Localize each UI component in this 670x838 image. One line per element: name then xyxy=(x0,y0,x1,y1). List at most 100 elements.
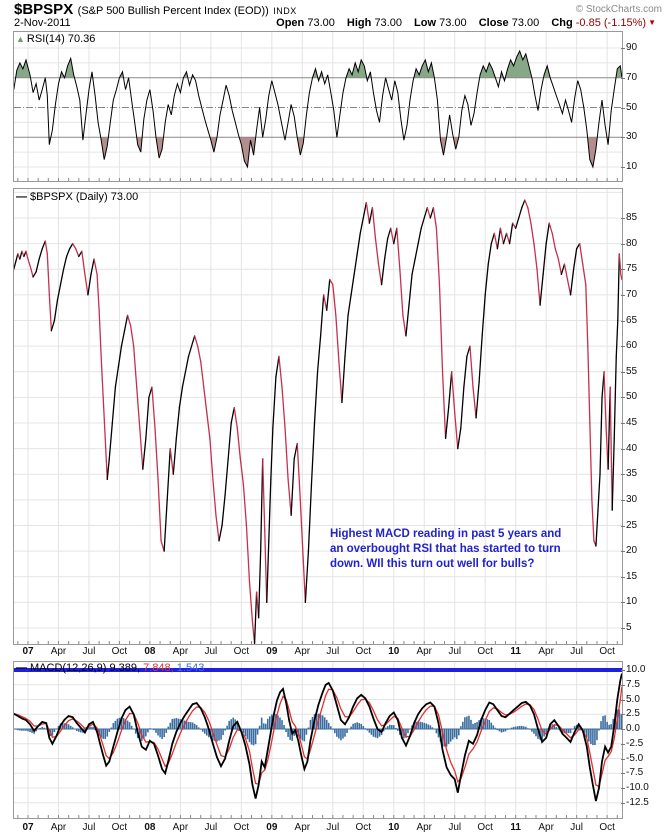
price-line-segment xyxy=(444,406,450,440)
histogram-bar xyxy=(37,729,39,730)
x-axis-tick-label: Jul xyxy=(204,822,218,833)
y-axis-tick xyxy=(621,670,625,671)
histogram-bar xyxy=(195,725,198,729)
low-label: Low xyxy=(414,17,437,29)
price-line-segment xyxy=(530,222,535,245)
histogram-bar xyxy=(248,729,251,743)
price-panel xyxy=(13,188,623,645)
histogram-bar xyxy=(382,729,385,732)
price-line-segment xyxy=(454,412,459,450)
histogram-bar xyxy=(510,727,513,729)
x-axis-tick-label: Apr xyxy=(538,646,554,657)
y-axis-tick-label: 0.0 xyxy=(626,723,640,734)
histogram-bar xyxy=(421,722,424,729)
histogram-bar xyxy=(15,729,17,730)
histogram-bar xyxy=(457,729,460,736)
histogram-bar xyxy=(19,729,21,731)
histogram-bar xyxy=(610,724,612,729)
price-line-segment xyxy=(175,406,181,440)
price-line-segment xyxy=(111,386,117,424)
x-axis-tick-label: Jul xyxy=(570,822,584,833)
y-axis-tick xyxy=(621,397,625,399)
price-line-segment xyxy=(166,447,171,501)
histogram-bar xyxy=(453,729,456,738)
histogram-bar xyxy=(254,729,257,745)
histogram-bar xyxy=(500,729,503,733)
price-line-segment xyxy=(38,248,43,260)
histogram-bar xyxy=(242,729,245,734)
price-line-segment xyxy=(275,355,280,378)
y-axis-tick-label: 5.0 xyxy=(626,693,640,705)
histogram-bar xyxy=(319,714,322,729)
y-axis-tick-label: -7.5 xyxy=(626,767,644,779)
histogram-bar xyxy=(612,718,615,729)
histogram-bar xyxy=(336,729,338,737)
rsi-value: 70.36 xyxy=(67,33,96,45)
histogram-bar xyxy=(376,729,379,739)
histogram-bar xyxy=(362,726,365,729)
panel-border xyxy=(13,31,623,182)
price-line-segment xyxy=(253,591,258,645)
histogram-bar xyxy=(577,723,580,729)
x-axis-tick-label: 07 xyxy=(22,822,34,833)
histogram-bar xyxy=(189,722,192,729)
price-line-segment xyxy=(615,319,619,358)
price-line-segment xyxy=(371,207,377,240)
price-line-segment xyxy=(545,222,550,245)
histogram-bar xyxy=(590,729,592,745)
price-line-segment xyxy=(524,199,529,209)
histogram-bar xyxy=(269,716,271,729)
y-axis-tick xyxy=(621,137,625,139)
x-axis-tick-label: Jul xyxy=(204,646,218,657)
x-axis-tick-label: Oct xyxy=(355,646,372,657)
histogram-bar xyxy=(553,724,556,729)
price-line-segment xyxy=(587,345,591,424)
price-line-segment xyxy=(302,560,307,604)
price-line-segment xyxy=(218,524,223,542)
macd-label: MACD(12,26,9) xyxy=(30,662,107,674)
histogram-bar xyxy=(431,727,434,729)
histogram-bar xyxy=(307,727,310,729)
histogram-bar xyxy=(266,718,269,729)
chg-down-triangle-icon: ▼ xyxy=(648,18,656,27)
histogram-bar xyxy=(252,729,255,746)
price-line-segment xyxy=(181,371,187,388)
histogram-bar xyxy=(378,729,381,737)
histogram-bar xyxy=(69,725,72,729)
price-line-segment xyxy=(169,447,174,475)
price-line-segment xyxy=(487,242,492,265)
histogram-bar xyxy=(419,721,421,729)
histogram-bar xyxy=(358,723,361,729)
price-line-segment xyxy=(511,222,517,229)
histogram-bar xyxy=(116,718,119,729)
price-line-segment xyxy=(32,271,37,278)
histogram-bar xyxy=(147,729,149,733)
x-axis-tick-label: 08 xyxy=(144,646,156,657)
price-line-segment xyxy=(521,199,526,209)
y-axis-tick xyxy=(621,77,625,79)
histogram-bar xyxy=(230,719,232,729)
price-line-segment xyxy=(272,376,277,429)
histogram-bar xyxy=(445,729,448,747)
histogram-bar xyxy=(315,713,318,729)
histogram-bar xyxy=(494,727,497,729)
exchange-label: INDX xyxy=(273,6,297,16)
histogram-bar xyxy=(110,727,113,729)
histogram-bar xyxy=(388,724,391,729)
histogram-bar xyxy=(435,729,438,734)
price-line-segment xyxy=(93,258,98,276)
price-line-segment xyxy=(15,253,19,263)
x-axis-tick-label: 09 xyxy=(266,822,278,833)
price-line-segment xyxy=(399,268,404,317)
y-axis-tick-label: 40 xyxy=(626,442,638,454)
line-dash-icon: — xyxy=(16,191,27,203)
x-axis-tick-label: Apr xyxy=(416,646,433,657)
histogram-bar xyxy=(325,719,328,729)
x-axis-tick-label: 10 xyxy=(388,822,400,833)
price-line-segment xyxy=(96,273,100,311)
price-line-segment xyxy=(417,227,422,245)
price-line-segment xyxy=(209,437,214,481)
histogram-bar xyxy=(301,729,304,741)
area-chart-icon: ▲ xyxy=(16,34,25,44)
